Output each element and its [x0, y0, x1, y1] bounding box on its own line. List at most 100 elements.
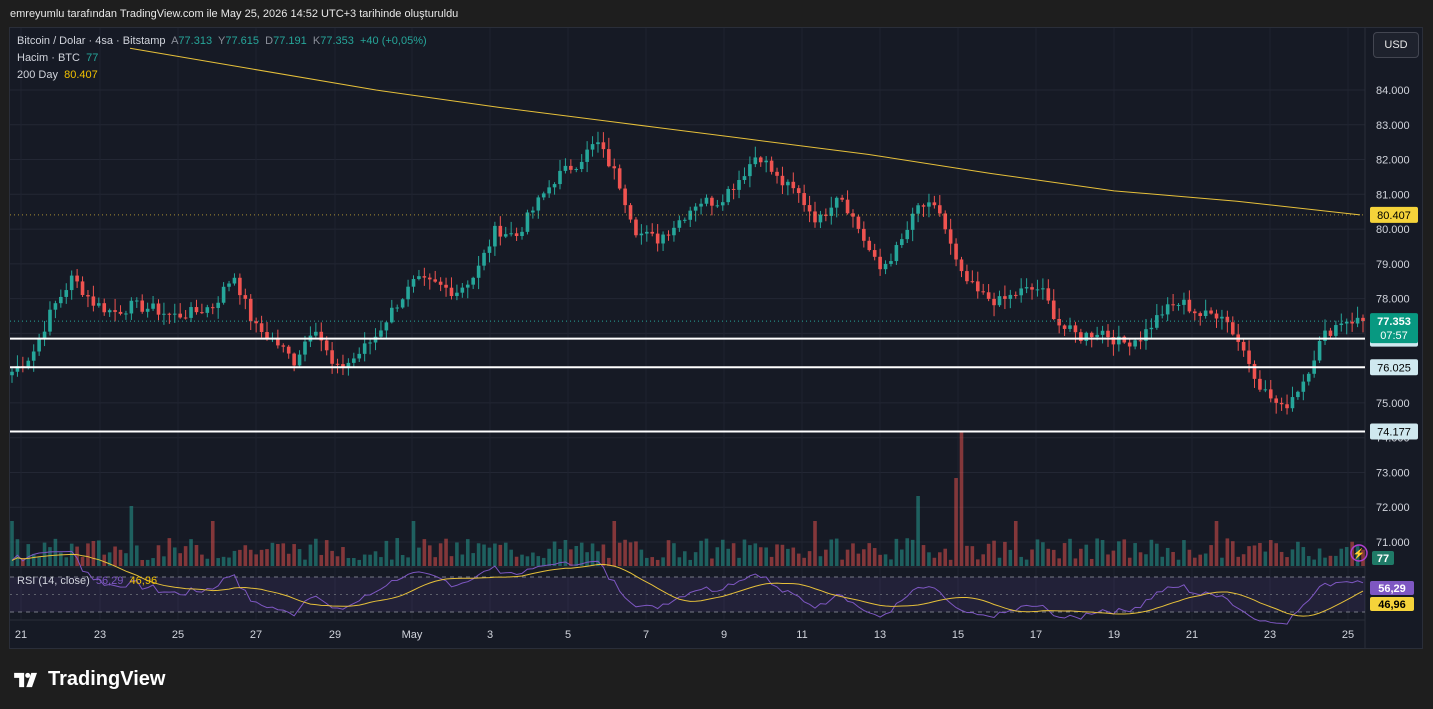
candle-body: [210, 307, 215, 309]
candle-body: [389, 307, 394, 323]
candle-body: [661, 234, 665, 244]
volume-bar: [769, 556, 774, 566]
volume-bar: [1122, 539, 1127, 566]
candle-body: [1187, 299, 1192, 312]
candle-body: [465, 284, 470, 288]
volume-bar: [1024, 559, 1029, 566]
candle-body: [314, 331, 318, 336]
candle-body: [1073, 325, 1078, 333]
rsi-label[interactable]: RSI (14, close): [17, 575, 90, 587]
volume-bar: [1062, 543, 1067, 566]
candle-body: [254, 321, 258, 324]
volume-bar: [26, 544, 31, 566]
volume-bar: [444, 538, 448, 566]
candle-body: [1068, 325, 1072, 329]
candle-body: [731, 188, 736, 190]
lightning-icon[interactable]: [1350, 544, 1368, 562]
volume-bar: [406, 557, 410, 566]
candle-body: [948, 229, 953, 244]
candle-body: [1003, 296, 1007, 299]
volume-bar: [1279, 551, 1284, 566]
candle-body: [1051, 300, 1056, 319]
volume-bar: [569, 549, 573, 566]
volume-bar: [69, 543, 74, 566]
volume-bar: [981, 554, 986, 566]
candle-body: [1225, 316, 1230, 323]
candle-body: [563, 165, 568, 171]
volume-bar: [590, 543, 595, 566]
volume-bar: [1013, 521, 1018, 566]
volume-bar: [346, 557, 351, 566]
volume-bar: [628, 542, 633, 566]
volume-bar: [1214, 521, 1219, 566]
volume-bar: [438, 543, 443, 566]
time-tick-label: 25: [172, 629, 184, 641]
volume-bar: [476, 543, 481, 566]
candle-body: [851, 213, 855, 217]
ma-label[interactable]: 200 Day: [17, 69, 58, 81]
volume-bar: [265, 549, 269, 566]
candle-body: [834, 197, 839, 208]
low-value: 77.191: [273, 35, 307, 47]
volume-bar: [932, 557, 937, 566]
volume-bar: [1008, 549, 1013, 566]
volume-bar: [563, 539, 568, 566]
volume-bar: [661, 557, 665, 566]
candle-body: [856, 216, 861, 229]
candle-body: [547, 187, 551, 194]
high-label: Y: [218, 35, 226, 47]
currency-button[interactable]: USD: [1373, 32, 1419, 58]
candle-body: [628, 205, 633, 220]
candle-body: [1165, 304, 1170, 315]
candle-body: [297, 354, 302, 366]
volume-bar: [824, 549, 828, 566]
candle-body: [248, 298, 253, 322]
candle-body: [221, 286, 226, 303]
volume-bar: [341, 547, 345, 566]
brand-text: TradingView: [48, 668, 166, 690]
candle-body: [400, 299, 405, 308]
candle-body: [1122, 336, 1127, 343]
tradingview-logo[interactable]: TradingView: [12, 668, 165, 691]
volume-bar: [1290, 549, 1295, 566]
candle-body: [357, 353, 362, 359]
volume-bar: [31, 553, 36, 566]
volume-bar: [140, 559, 145, 566]
candle-body: [303, 341, 307, 355]
candle-body: [921, 205, 926, 207]
candle-body: [927, 202, 931, 207]
volume-bar: [1296, 541, 1300, 566]
candle-body: [97, 303, 101, 306]
candle-body: [384, 322, 389, 331]
volume-bar: [1203, 553, 1208, 566]
volume-bar: [1193, 557, 1197, 566]
volume-bar: [639, 549, 644, 566]
volume-bar: [1079, 548, 1083, 566]
volume-bar: [818, 556, 823, 566]
volume-bar: [954, 478, 958, 566]
volume-bar: [1274, 543, 1278, 566]
volume-bar: [1355, 545, 1360, 566]
candle-body: [1144, 329, 1148, 341]
candle-body: [64, 290, 69, 297]
candle-body: [1214, 313, 1219, 319]
candle-body: [579, 161, 584, 170]
volume-bar: [1144, 554, 1148, 566]
time-tick-label: 5: [565, 629, 571, 641]
volume-bar: [862, 549, 866, 566]
volume-bar: [1187, 549, 1192, 566]
symbol-label[interactable]: Bitcoin / Dolar · 4sa · Bitstamp: [17, 35, 166, 47]
candle-body: [411, 279, 416, 287]
candle-body: [682, 219, 687, 221]
volume-label[interactable]: Hacim · BTC: [17, 52, 80, 64]
volume-bar: [645, 557, 649, 566]
time-tick-label: 11: [796, 629, 807, 641]
price-tick-label: 71.000: [1376, 537, 1410, 549]
volume-value: 77: [86, 52, 99, 64]
volume-bar: [547, 548, 551, 566]
volume-bar: [1051, 549, 1056, 566]
volume-bar: [286, 553, 291, 566]
candle-body: [134, 300, 139, 302]
volume-bar: [1149, 539, 1154, 566]
